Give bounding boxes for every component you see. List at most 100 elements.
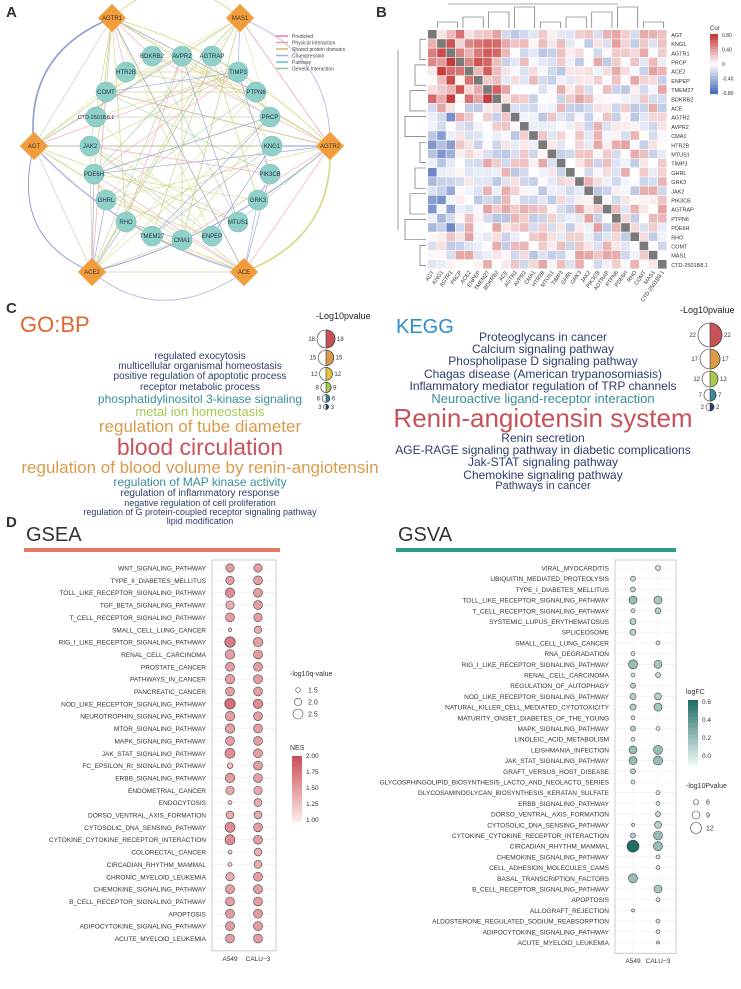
heatmap-cell xyxy=(593,122,603,131)
heatmap-cell xyxy=(529,85,538,94)
dotplot-row-label: VIRAL_MYOCARDITIS xyxy=(541,566,609,573)
heatmap-cell xyxy=(437,250,446,260)
kegg-term: Pathways in cancer xyxy=(495,479,591,492)
network-node xyxy=(259,163,281,185)
network-node-label: GHRL xyxy=(98,198,115,204)
dotplot-row-label: CIRCADIAN_RHYTHM_MAMMAL xyxy=(510,844,610,851)
heatmap-legend-swatch xyxy=(710,79,718,83)
heatmap-cell xyxy=(584,232,593,241)
heatmap-cell xyxy=(630,85,639,94)
gsva-color-legend-swatch xyxy=(688,719,698,723)
wordcloud-legend-value: 2 xyxy=(701,405,705,411)
gsea-color-legend-title: NES xyxy=(290,745,305,752)
dotplot-row-label: ALLOGRAFT_REJECTION xyxy=(530,908,609,915)
heatmap-legend-swatch xyxy=(710,58,718,62)
gsva-color-legend-swatch xyxy=(688,708,698,712)
gsea-color-legend-swatch xyxy=(292,758,302,761)
heatmap-dendrogram xyxy=(514,6,536,28)
dotplot-row-label: MTOR_SIGNALING_PATHWAY xyxy=(114,726,207,733)
gsea-color-legend-swatch xyxy=(292,760,302,763)
heatmap-cell xyxy=(501,158,511,168)
heatmap-cell xyxy=(602,149,612,159)
heatmap-cell xyxy=(602,85,612,94)
heatmap-cell xyxy=(658,57,667,67)
heatmap-cell xyxy=(602,131,612,140)
heatmap-cell xyxy=(474,177,483,186)
wordcloud-legend-value: 9 xyxy=(333,385,337,391)
gsea-color-legend-swatch xyxy=(292,786,302,790)
gsea-color-legend-swatch xyxy=(292,804,302,807)
network-legend-label: Physical Interaction xyxy=(292,41,336,47)
dotplot-point xyxy=(628,595,638,605)
dotplot-row-label: BASAL_TRANSCRIPTION_FACTORS xyxy=(497,876,610,883)
heatmap-cell xyxy=(658,122,667,131)
dotplot-point xyxy=(630,586,636,593)
dotplot-point xyxy=(653,841,663,852)
heatmap-cell xyxy=(455,30,465,39)
network-edge xyxy=(93,145,331,175)
heatmap-cell xyxy=(612,30,621,39)
heatmap-cell xyxy=(483,177,492,186)
heatmap-cell xyxy=(602,186,612,195)
dotplot-row-label: DORSO_VENTRAL_AXIS_FORMATION xyxy=(491,812,609,819)
heatmap-cell xyxy=(510,122,520,131)
heatmap-cell xyxy=(630,186,639,195)
heatmap-cell xyxy=(455,232,465,241)
heatmap-cell xyxy=(492,39,501,48)
gsea-size-legend-circle xyxy=(295,687,301,693)
heatmap-cell xyxy=(602,223,612,232)
dotplot-point xyxy=(629,693,637,700)
gsea-color-legend-tick: 1.25 xyxy=(306,801,319,808)
heatmap-cell xyxy=(501,223,511,232)
heatmap-cell xyxy=(446,131,455,140)
gsva-color-legend-swatch xyxy=(688,761,698,764)
heatmap-cell xyxy=(455,131,465,140)
dotplot-row-label: ERBB_SIGNALING_PATHWAY xyxy=(115,775,206,782)
dotplot-point xyxy=(630,575,636,582)
network-node xyxy=(141,225,163,247)
heatmap-cell xyxy=(501,48,511,57)
network-legend-label: Shared protein domains xyxy=(292,47,346,53)
heatmap-cell xyxy=(658,112,667,122)
heatmap-cell xyxy=(621,103,630,113)
heatmap-dendrogram xyxy=(404,116,426,138)
heatmap-cell xyxy=(538,85,547,94)
network-edge xyxy=(111,0,241,19)
kegg-term: AGE-RAGE signaling pathway in diabetic c… xyxy=(395,443,691,458)
dotplot-row-label: LINOLEIC_ACID_METABOLISM xyxy=(514,737,609,744)
dotplot-point xyxy=(227,627,233,632)
heatmap-cell xyxy=(566,85,575,94)
network-node-label: KNG1 xyxy=(264,144,281,150)
dotplot-row-label: PROSTATE_CANCER xyxy=(141,664,206,671)
network-node-label: RHO xyxy=(119,220,133,226)
heatmap-cell xyxy=(612,57,621,67)
heatmap-cell xyxy=(464,66,474,76)
dotplot-point xyxy=(653,702,663,712)
heatmap-cell xyxy=(492,177,501,186)
heatmap-cell xyxy=(575,223,584,232)
dotplot-point xyxy=(628,756,638,765)
heatmap-cell xyxy=(483,232,492,241)
heatmap-row-label: KNG1 xyxy=(671,42,686,48)
dotplot-row-label: CYTOSOLIC_DNA_SENSING_PATHWAY xyxy=(84,825,206,832)
heatmap-cell xyxy=(584,204,593,214)
gobp-term: blood circulation xyxy=(116,433,284,460)
heatmap-cell xyxy=(648,122,658,131)
heatmap-cell xyxy=(529,223,538,232)
network-edge xyxy=(181,55,239,223)
heatmap-cell xyxy=(492,48,501,57)
heatmap-cell xyxy=(538,168,547,177)
dotplot-row-label: RENAL_CELL_CARCINOMA xyxy=(121,652,207,659)
heatmap-cell xyxy=(464,30,474,39)
heatmap-cell xyxy=(501,260,511,269)
heatmap-cell xyxy=(428,140,437,149)
heatmap-cell xyxy=(547,140,557,149)
heatmap-cell xyxy=(492,250,501,260)
network-edge xyxy=(111,17,127,223)
heatmap-cell xyxy=(575,57,584,67)
dotplot-row-label: DORSO_VENTRAL_AXIS_FORMATION xyxy=(88,813,206,820)
heatmap-cell xyxy=(437,48,446,57)
heatmap-row-label: COMT xyxy=(671,245,688,251)
heatmap-cell xyxy=(639,260,649,269)
heatmap-cell xyxy=(566,168,575,177)
